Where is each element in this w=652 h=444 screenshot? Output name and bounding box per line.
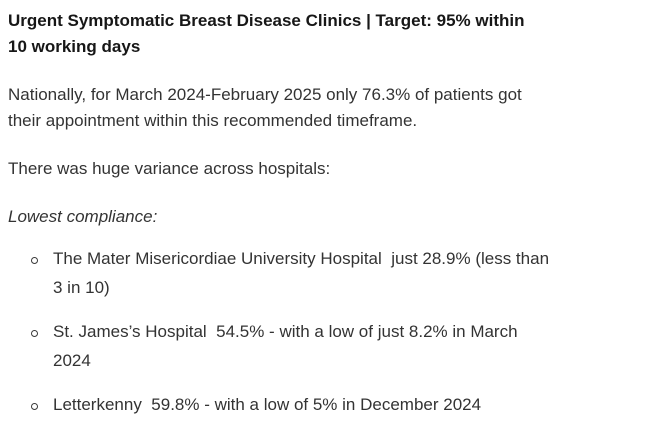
lowest-compliance-label: Lowest compliance:: [8, 204, 652, 230]
page-title: Urgent Symptomatic Breast Disease Clinic…: [8, 8, 652, 60]
paragraph-line: Nationally, for March 2024-February 2025…: [8, 85, 522, 104]
circle-bullet-icon: [31, 403, 38, 410]
list-item-mater-hospital: The Mater Misericordiae University Hospi…: [31, 244, 652, 302]
page-title-line: Urgent Symptomatic Breast Disease Clinic…: [8, 11, 525, 30]
article: Urgent Symptomatic Breast Disease Clinic…: [8, 8, 652, 419]
circle-bullet-icon: [31, 330, 38, 337]
list-item-line: St. James’s Hospital 54.5% - with a low …: [53, 322, 518, 341]
paragraph-line: There was huge variance across hospitals…: [8, 159, 331, 178]
list-item-line: The Mater Misericordiae University Hospi…: [53, 249, 550, 268]
list-item-line: 3 in 10): [53, 278, 110, 297]
paragraph-line: Lowest compliance:: [8, 207, 158, 226]
list-item-st-james-hospital: St. James’s Hospital 54.5% - with a low …: [31, 317, 652, 375]
list-item-line: Letterkenny 59.8% - with a low of 5% in …: [53, 395, 482, 414]
paragraph-variance: There was huge variance across hospitals…: [8, 156, 652, 182]
list-item-line: 2024: [53, 351, 91, 370]
list-item-letterkenny: Letterkenny 59.8% - with a low of 5% in …: [31, 390, 652, 419]
paragraph-line: their appointment within this recommende…: [8, 111, 418, 130]
paragraph-national-stats: Nationally, for March 2024-February 2025…: [8, 82, 652, 134]
circle-bullet-icon: [31, 257, 38, 264]
lowest-compliance-list: The Mater Misericordiae University Hospi…: [8, 244, 652, 419]
page-title-line: 10 working days: [8, 37, 141, 56]
